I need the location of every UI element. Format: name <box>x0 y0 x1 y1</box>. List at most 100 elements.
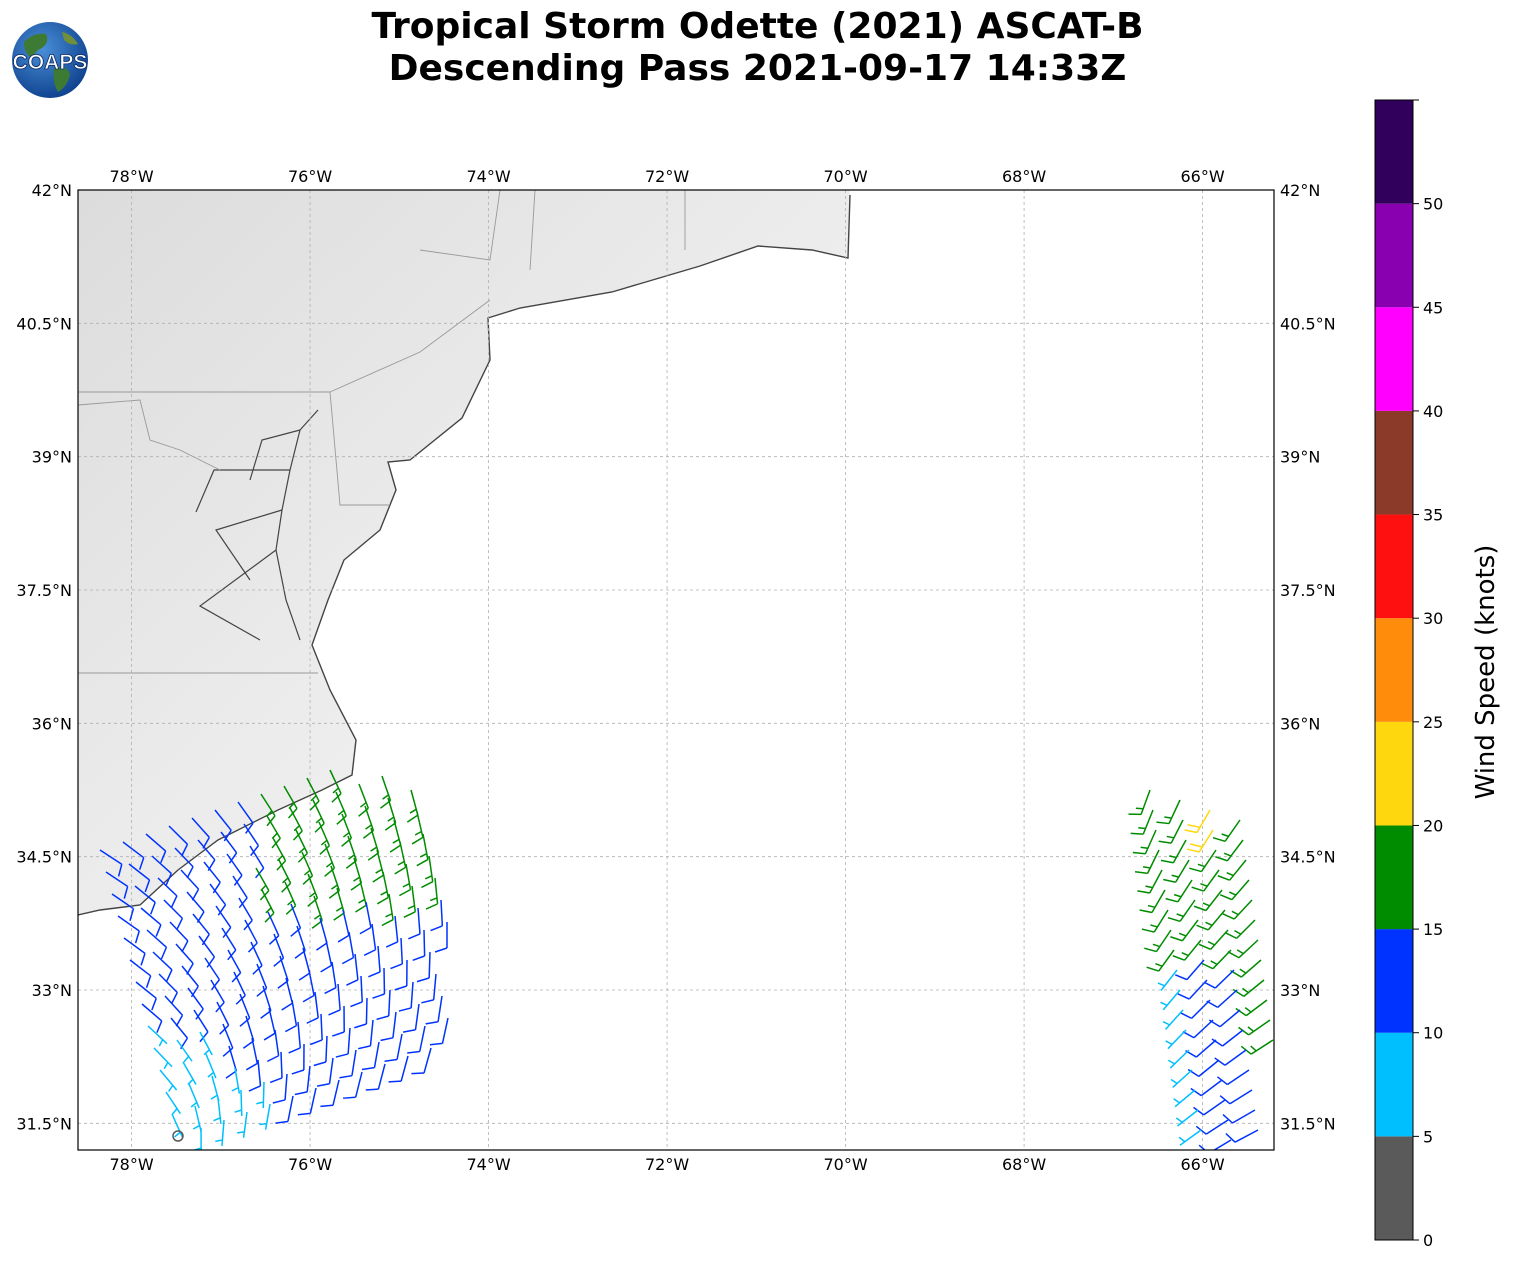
wind-barb <box>1158 819 1184 844</box>
wind-barb <box>341 931 355 965</box>
colorbar-bin <box>1375 307 1413 411</box>
wind-barb <box>1222 899 1253 920</box>
wind-barb <box>1201 949 1232 970</box>
colorbar-tick-label: 45 <box>1423 298 1443 317</box>
wind-barb <box>1238 1019 1271 1036</box>
colorbar-tick-label: 35 <box>1423 506 1443 525</box>
wind-barb <box>407 1025 426 1054</box>
wind-barb <box>312 799 325 833</box>
colorbar-tick-label: 5 <box>1423 1127 1433 1146</box>
wind-barb <box>411 1047 432 1075</box>
lat-tick-label-right: 39°N <box>1280 448 1320 467</box>
wind-barb <box>425 995 443 1025</box>
lon-tick-label-top: 76°W <box>288 167 332 186</box>
wind-barb <box>354 997 368 1029</box>
wind-barb <box>363 923 377 957</box>
wind-barb <box>1137 869 1163 894</box>
wind-barb <box>1160 839 1187 864</box>
lon-tick-label-bottom: 72°W <box>645 1155 689 1174</box>
colorbar-bin <box>1375 929 1413 1033</box>
wind-barb <box>411 811 424 845</box>
state-borders <box>78 190 686 674</box>
wind-barb <box>269 1051 283 1084</box>
wind-barb <box>1189 849 1217 873</box>
colorbar-tick-label: 30 <box>1423 609 1443 628</box>
wind-barb <box>1157 969 1178 991</box>
wind-barb <box>245 1037 259 1071</box>
wind-barb <box>335 1027 351 1058</box>
wind-barb <box>295 829 309 863</box>
wind-barb <box>331 1005 345 1037</box>
wind-barb <box>434 921 448 953</box>
wind-barb <box>237 801 254 834</box>
wind-barb <box>1187 1059 1220 1077</box>
wind-barb <box>1173 1089 1196 1108</box>
wind-barb <box>272 1073 288 1104</box>
wind-barb <box>1225 1129 1259 1143</box>
wind-barb <box>158 973 178 1005</box>
wind-barb <box>122 841 145 870</box>
wind-barb <box>152 951 173 982</box>
wind-barb <box>381 893 394 927</box>
wind-barb <box>1130 809 1154 835</box>
wind-barb <box>306 991 319 1024</box>
wind-barb <box>222 1023 234 1057</box>
wind-barb <box>233 971 246 1005</box>
colorbar-tick-label: 50 <box>1423 195 1443 214</box>
wind-barb <box>1191 869 1220 892</box>
wind-barb <box>209 883 227 916</box>
wind-barb <box>297 1087 317 1116</box>
wind-barb <box>1190 1079 1223 1097</box>
wind-barb <box>225 1045 238 1079</box>
wind-barb <box>164 995 184 1027</box>
wind-barb <box>429 1017 449 1046</box>
wind-barb <box>1195 1119 1229 1135</box>
map-title: Tropical Storm Odette (2021) ASCAT-B Des… <box>250 6 1265 90</box>
lat-tick-label-left: 40.5°N <box>16 314 72 333</box>
lon-tick-label-bottom: 78°W <box>109 1155 153 1174</box>
wind-barb <box>337 909 350 943</box>
lon-tick-label-top: 66°W <box>1181 167 1225 186</box>
wind-barb <box>361 1041 380 1071</box>
wind-barb <box>1167 1049 1190 1069</box>
wind-barb <box>226 853 243 886</box>
wind-barb <box>343 1071 363 1099</box>
wind-barb <box>335 791 347 825</box>
wind-barb <box>316 1057 334 1087</box>
logo-text: COAPS <box>13 51 88 74</box>
wind-barb <box>1193 1099 1226 1116</box>
wind-barb <box>421 855 434 889</box>
wind-barb <box>284 881 297 915</box>
wind-barb <box>192 1105 202 1132</box>
wind-barb <box>416 951 431 983</box>
colorbar-bin <box>1375 100 1413 204</box>
wind-barb <box>135 981 157 1011</box>
wind-barb <box>1165 879 1193 903</box>
wind-barb <box>187 987 204 1020</box>
land-area <box>78 190 850 915</box>
wind-barb <box>1139 889 1166 914</box>
wind-barb <box>384 1033 403 1062</box>
wind-barb <box>105 871 129 899</box>
wind-barb <box>339 1049 357 1079</box>
wind-barb <box>213 1097 222 1124</box>
wind-barb <box>421 973 437 1004</box>
wind-barb <box>380 1011 397 1042</box>
wind-barb <box>408 907 421 940</box>
wind-barb <box>260 793 276 827</box>
wind-barb <box>134 885 156 915</box>
wind-barb <box>165 1091 181 1115</box>
wind-barb <box>1175 1109 1199 1127</box>
wind-barb <box>358 1019 374 1050</box>
wind-barb <box>313 1035 328 1067</box>
wind-barb <box>416 833 429 867</box>
wind-barb <box>1141 909 1169 933</box>
lat-tick-label-right: 33°N <box>1280 981 1320 1000</box>
wind-barb <box>267 911 280 945</box>
wind-barb <box>1174 959 1205 981</box>
lon-tick-label-bottom: 70°W <box>823 1155 867 1174</box>
wind-barb <box>171 1113 184 1139</box>
colorbar-ticks: 0 5 10 15 20 25 30 35 40 45 50 <box>1413 99 1443 1250</box>
lon-tick-label-top: 72°W <box>645 167 689 186</box>
wind-barb <box>1162 1009 1184 1030</box>
